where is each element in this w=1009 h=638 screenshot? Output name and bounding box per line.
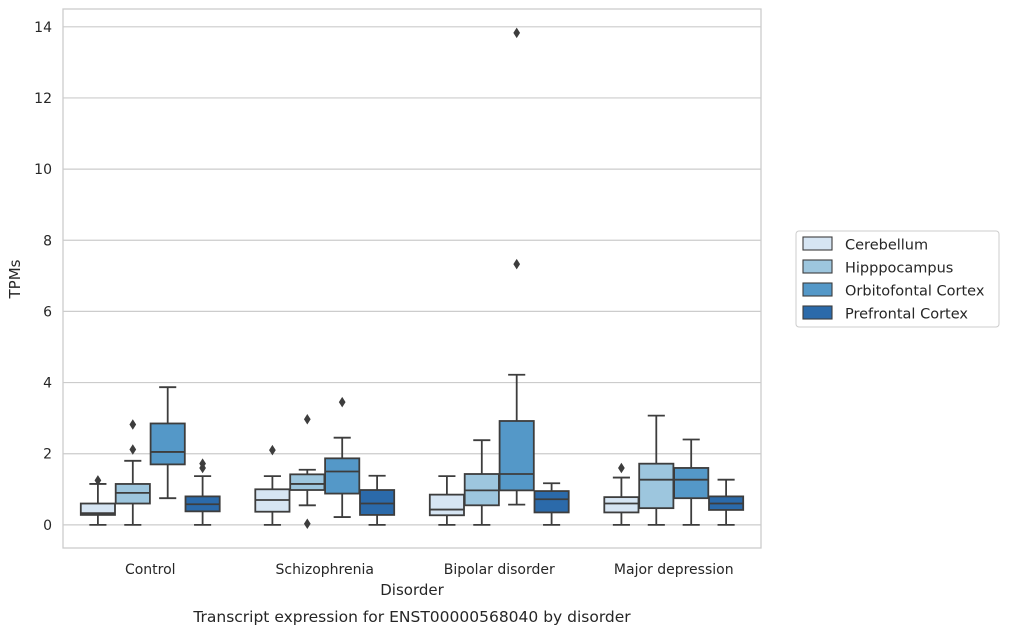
box bbox=[428, 493, 465, 517]
outlier-point bbox=[513, 27, 521, 39]
box-group bbox=[638, 414, 675, 526]
legend-swatch bbox=[802, 282, 833, 297]
box-group bbox=[324, 396, 361, 518]
legend: Cerebellum Hipppocampus Orbitofontal Corte… bbox=[795, 230, 1000, 328]
outlier-point bbox=[303, 413, 311, 425]
legend-swatch bbox=[802, 259, 833, 274]
box-group bbox=[673, 438, 710, 526]
box-group bbox=[428, 475, 465, 526]
box-group bbox=[533, 482, 570, 526]
box-group bbox=[498, 27, 535, 506]
box bbox=[673, 467, 710, 500]
chart-caption: Transcript expression for ENST0000056804… bbox=[192, 608, 631, 626]
x-axis-label: Disorder bbox=[380, 581, 444, 599]
box bbox=[533, 490, 570, 514]
box-group bbox=[114, 419, 151, 526]
outlier-point bbox=[618, 462, 625, 474]
legend-label: Prefrontal Cortex bbox=[845, 307, 968, 323]
x-tick-label: Control bbox=[125, 562, 176, 578]
plot-frame bbox=[62, 8, 762, 549]
box bbox=[498, 420, 535, 492]
outlier-point bbox=[129, 419, 137, 430]
box bbox=[324, 457, 361, 495]
box bbox=[289, 473, 326, 491]
legend-label: Cerebellum bbox=[845, 238, 928, 254]
x-tick-labels: Control Schizophrenia Bipolar disorder Majo… bbox=[125, 562, 734, 578]
x-tick-label: Schizophrenia bbox=[276, 562, 374, 578]
y-tick-label: 14 bbox=[34, 20, 52, 36]
box-group bbox=[603, 462, 640, 526]
x-tick-label: Major depression bbox=[614, 562, 734, 578]
box bbox=[638, 462, 675, 510]
box-group bbox=[184, 458, 221, 526]
outlier-point bbox=[513, 258, 521, 270]
legend-swatch bbox=[802, 305, 833, 320]
box-group bbox=[463, 439, 500, 526]
y-tick-label: 4 bbox=[43, 376, 52, 392]
outlier-point bbox=[269, 444, 276, 456]
y-axis-label: TPMs bbox=[6, 259, 24, 299]
legend-label: Hipppocampus bbox=[845, 261, 953, 277]
box-group bbox=[359, 474, 396, 526]
box bbox=[359, 489, 396, 516]
y-tick-label: 8 bbox=[43, 233, 52, 249]
box bbox=[149, 422, 186, 466]
y-tick-label: 10 bbox=[34, 162, 52, 178]
box-group bbox=[149, 386, 186, 500]
outlier-point bbox=[303, 518, 311, 530]
y-tick-label: 12 bbox=[34, 91, 52, 107]
boxes bbox=[79, 27, 745, 530]
box bbox=[79, 502, 116, 516]
outlier-point bbox=[129, 444, 137, 455]
legend-label: Orbitofontal Cortex bbox=[845, 284, 985, 300]
legend-frame bbox=[795, 230, 1000, 328]
outlier-point bbox=[338, 396, 346, 408]
outlier-point bbox=[199, 458, 206, 469]
box-group bbox=[708, 478, 745, 526]
y-tick-label: 6 bbox=[43, 304, 52, 320]
x-tick-label: Bipolar disorder bbox=[444, 562, 555, 578]
y-tick-label: 2 bbox=[43, 447, 52, 463]
box-group bbox=[79, 475, 116, 526]
outlier-point bbox=[94, 475, 102, 486]
y-tick-labels: 0 2 4 6 8 10 12 14 bbox=[34, 20, 52, 534]
legend-swatch bbox=[802, 236, 833, 251]
box bbox=[603, 496, 640, 514]
y-tick-label: 0 bbox=[43, 518, 52, 534]
box-group bbox=[254, 444, 291, 526]
